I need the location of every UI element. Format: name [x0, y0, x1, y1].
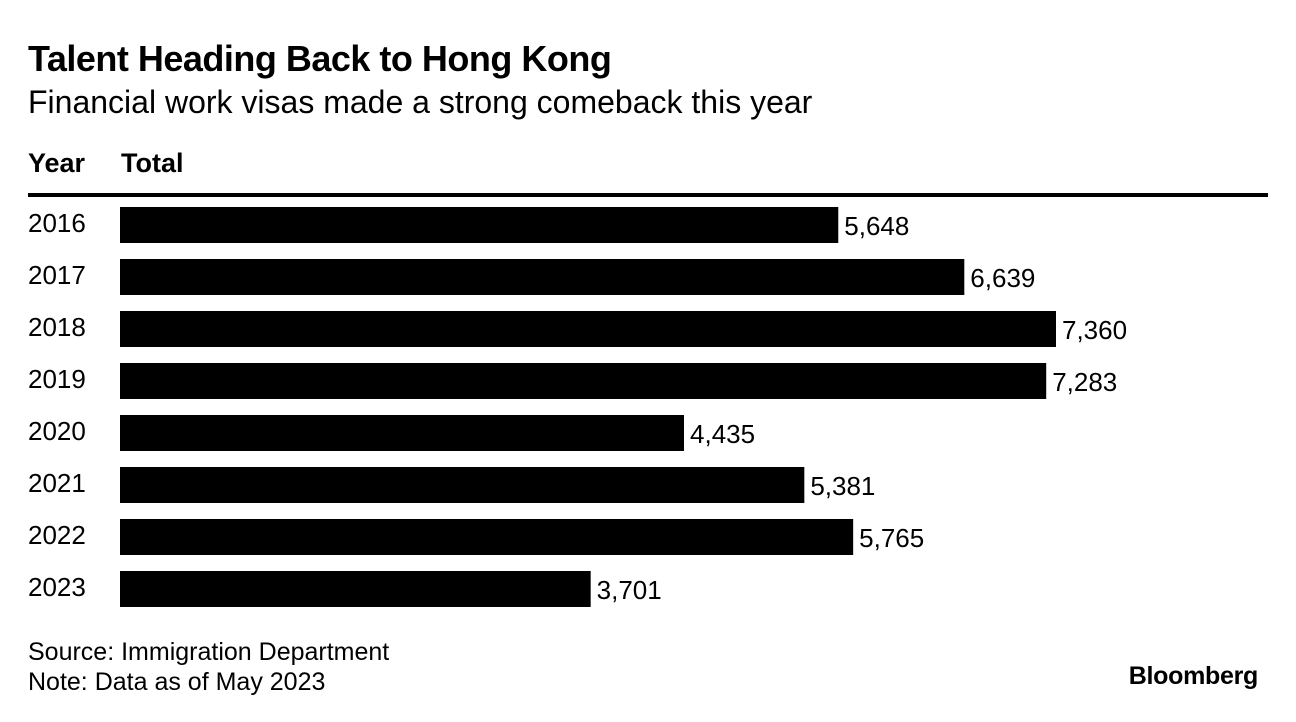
- column-header-year: Year: [28, 148, 86, 178]
- year-label: 2022: [28, 520, 86, 550]
- value-label-2016: 5,648: [844, 211, 909, 241]
- value-label-2018: 7,360: [1062, 315, 1127, 345]
- value-label-2020: 4,435: [690, 419, 755, 449]
- header-divider: [28, 193, 1268, 197]
- bar-2022: [120, 519, 854, 555]
- bar-2023: [120, 571, 591, 607]
- bloomberg-logo: Bloomberg: [1128, 662, 1259, 690]
- value-label-2023: 3,701: [597, 575, 662, 605]
- year-label: 2020: [28, 416, 86, 446]
- data-note: Note: Data as of May 2023: [28, 668, 326, 696]
- year-label: 2018: [28, 312, 86, 342]
- year-label: 2017: [28, 260, 86, 290]
- source-note: Source: Immigration Department: [28, 638, 390, 666]
- bar-2020: [120, 415, 685, 451]
- chart-title: Talent Heading Back to Hong Kong: [28, 38, 612, 79]
- bar-2017: [120, 259, 965, 295]
- column-header-total: Total: [121, 148, 184, 178]
- value-label-2017: 6,639: [970, 263, 1035, 293]
- year-label: 2016: [28, 208, 86, 238]
- chart-subtitle: Financial work visas made a strong comeb…: [28, 84, 813, 120]
- bar-2018: [120, 311, 1056, 347]
- bar-2021: [120, 467, 805, 503]
- bar-2019: [120, 363, 1047, 399]
- value-label-2021: 5,381: [810, 471, 875, 501]
- year-label: 2023: [28, 572, 86, 602]
- bar-2016: [120, 207, 839, 243]
- year-label: 2021: [28, 468, 86, 498]
- year-label: 2019: [28, 364, 86, 394]
- value-label-2019: 7,283: [1052, 367, 1117, 397]
- value-label-2022: 5,765: [859, 523, 924, 553]
